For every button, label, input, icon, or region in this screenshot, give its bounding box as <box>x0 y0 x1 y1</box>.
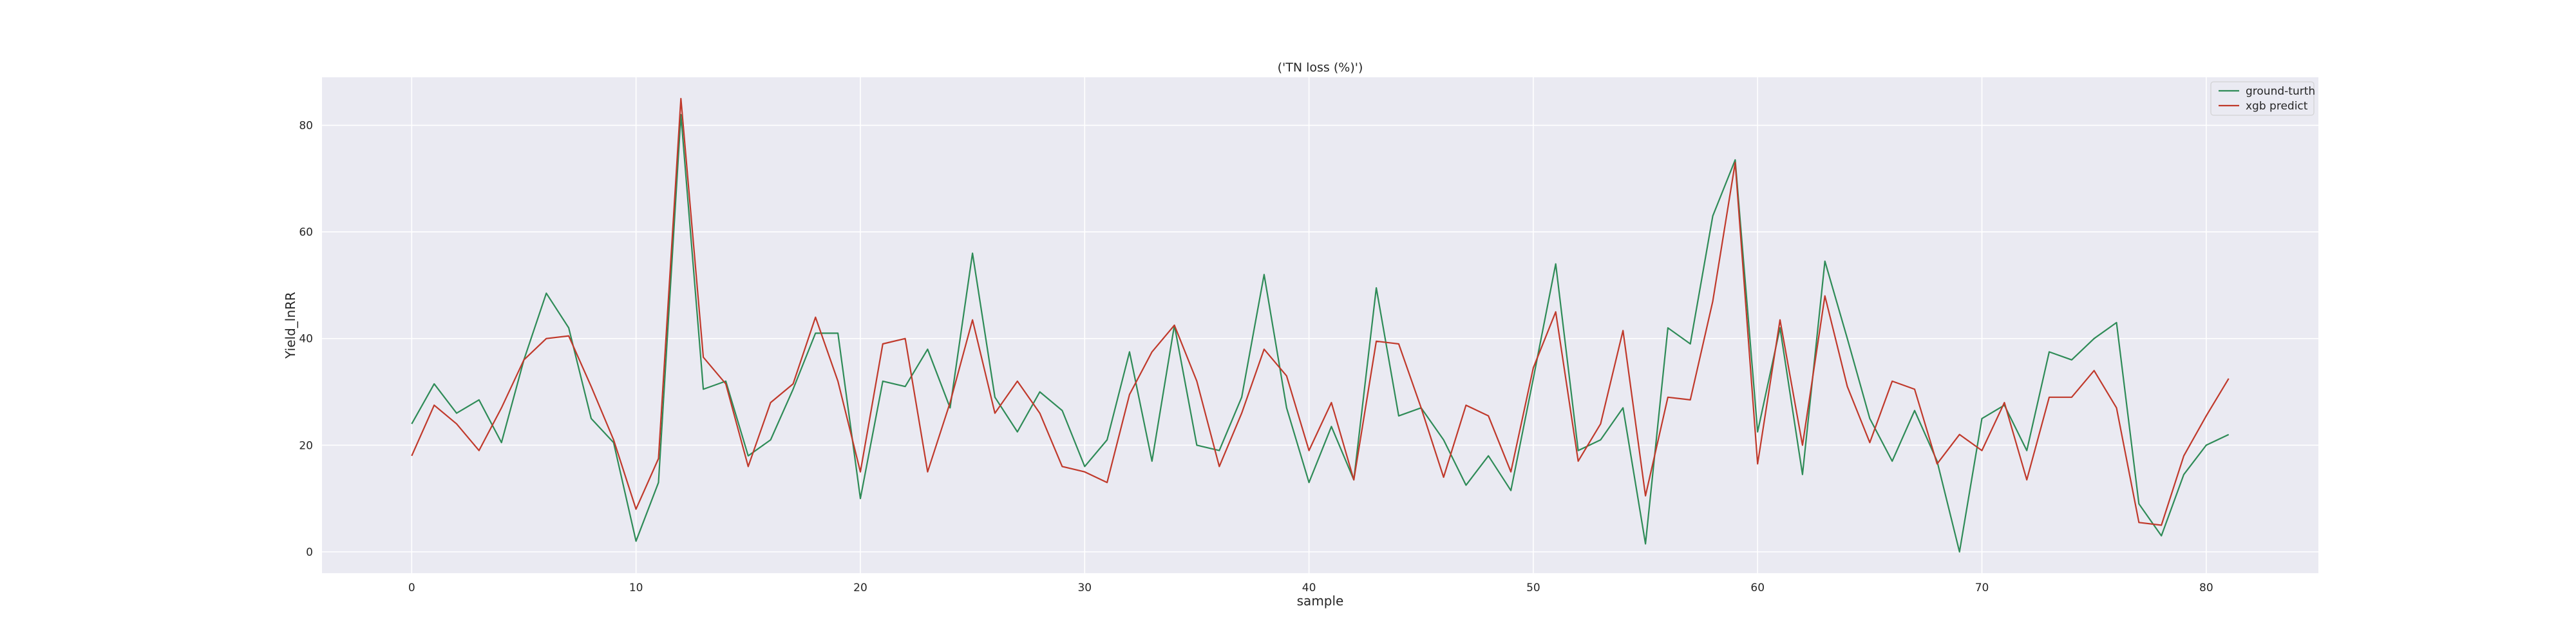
legend-label-xgb-predict: xgb predict <box>2246 100 2308 113</box>
y-tick-label: 60 <box>299 226 313 239</box>
legend: ground-turth xgb predict <box>2210 81 2315 116</box>
x-tick-label: 30 <box>1077 582 1092 594</box>
x-axis-ticks: 0 10 20 30 40 50 60 70 80 <box>408 582 2213 594</box>
x-tick-label: 20 <box>853 582 867 594</box>
y-tick-label: 80 <box>299 120 313 133</box>
grid-lines <box>322 77 2318 573</box>
x-tick-label: 0 <box>408 582 415 594</box>
y-axis-ticks: 0 20 40 60 80 <box>299 120 313 559</box>
y-tick-label: 20 <box>299 439 313 452</box>
chart-title: ('TN loss (%)') <box>1278 61 1363 75</box>
series-lines <box>411 98 2230 553</box>
x-tick-label: 50 <box>1526 582 1540 594</box>
x-tick-label: 60 <box>1750 582 1765 594</box>
x-tick-label: 10 <box>629 582 643 594</box>
y-axis-label: Yield_lnRR <box>283 292 298 359</box>
x-axis-label: sample <box>1297 593 1344 609</box>
y-tick-label: 0 <box>306 546 313 559</box>
plot-background <box>322 77 2318 573</box>
y-tick-label: 40 <box>299 333 313 346</box>
series-line-xgb-predict <box>411 98 2230 526</box>
x-tick-label: 40 <box>1302 582 1316 594</box>
series-line-ground-turth <box>411 113 2230 553</box>
legend-label-ground-turth: ground-turth <box>2246 85 2315 98</box>
x-tick-label: 80 <box>2199 582 2213 594</box>
x-tick-label: 70 <box>1975 582 1989 594</box>
